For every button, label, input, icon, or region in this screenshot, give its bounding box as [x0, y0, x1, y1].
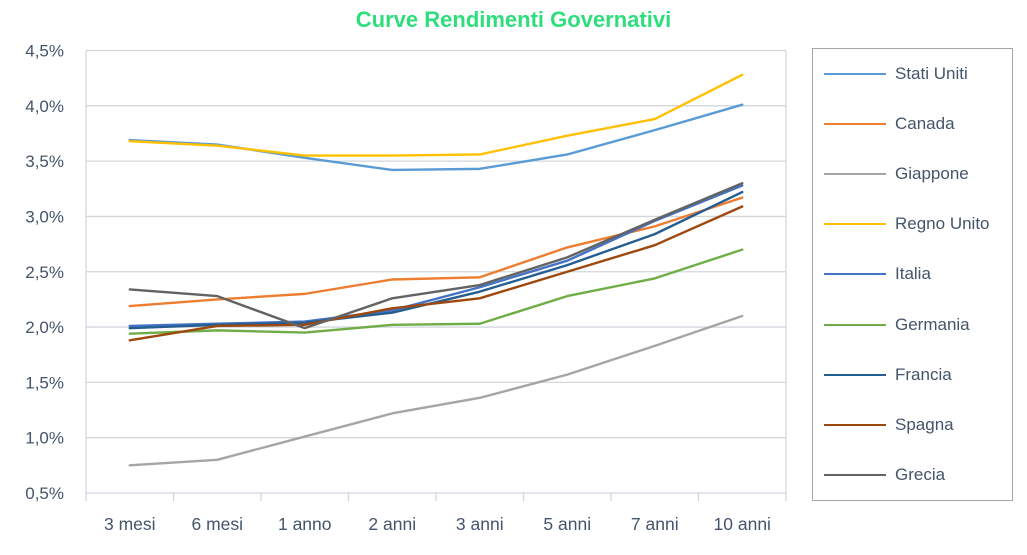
- legend-label: Germania: [895, 314, 970, 334]
- legend-item-francia: Francia: [824, 365, 1012, 385]
- y-axis-tick-label: 2,5%: [25, 263, 64, 282]
- legend-swatch-francia: [824, 373, 886, 376]
- legend-item-spagna: Spagna: [824, 415, 1012, 435]
- x-axis-tick-label: 5 anni: [543, 514, 591, 534]
- series-line-germania: [128, 248, 744, 335]
- legend-item-grecia: Grecia: [824, 465, 1012, 485]
- legend-label: Stati Uniti: [895, 64, 968, 84]
- y-axis-tick-label: 3,5%: [25, 152, 64, 171]
- x-axis-tick-label: 1 anno: [278, 514, 332, 534]
- legend-swatch-grecia: [824, 473, 886, 476]
- series-line-canada: [128, 196, 744, 308]
- x-axis-tick-label: 3 mesi: [104, 514, 156, 534]
- legend-label: Regno Unito: [895, 214, 990, 234]
- x-axis-tick-label: 10 anni: [714, 514, 771, 534]
- legend-swatch-italia: [824, 273, 886, 276]
- legend-item-regno-unito: Regno Unito: [824, 214, 1012, 234]
- legend-swatch-regno-unito: [824, 223, 886, 226]
- legend-label: Francia: [895, 364, 952, 384]
- series-line-spagna: [128, 205, 744, 342]
- legend-label: Grecia: [895, 464, 946, 484]
- y-axis-tick-label: 0,5%: [25, 484, 64, 503]
- legend-label: Giappone: [895, 164, 969, 184]
- legend-item-stati-uniti: Stati Uniti: [824, 64, 1012, 84]
- x-axis-tick-label: 2 anni: [368, 514, 416, 534]
- y-axis-tick-label: 2,0%: [25, 318, 64, 337]
- y-axis-tick-label: 3,0%: [25, 207, 64, 226]
- y-axis-tick-label: 1,0%: [25, 429, 64, 448]
- x-axis-tick-label: 6 mesi: [191, 514, 243, 534]
- series-line-giappone: [128, 314, 744, 467]
- legend-item-germania: Germania: [824, 315, 1012, 335]
- legend-label: Spagna: [895, 414, 954, 434]
- legend-item-giappone: Giappone: [824, 164, 1012, 184]
- legend-label: Italia: [895, 264, 931, 284]
- legend-swatch-spagna: [824, 423, 886, 426]
- legend-swatch-stati-uniti: [824, 73, 886, 76]
- series-line-grecia: [128, 182, 744, 330]
- x-axis-tick-label: 7 anni: [631, 514, 679, 534]
- series-line-italia: [128, 184, 744, 328]
- y-axis-tick-label: 1,5%: [25, 373, 64, 392]
- legend-swatch-germania: [824, 323, 886, 326]
- legend-swatch-giappone: [824, 173, 886, 176]
- legend-label: Canada: [895, 114, 955, 134]
- series-line-stati-uniti: [128, 103, 744, 172]
- legend-item-italia: Italia: [824, 264, 1012, 284]
- legend-swatch-canada: [824, 123, 886, 126]
- legend-item-canada: Canada: [824, 114, 1012, 134]
- series-line-francia: [128, 190, 744, 330]
- y-axis-tick-label: 4,5%: [25, 42, 64, 61]
- legend: Stati Uniti Canada Giappone Regno Unito Ital…: [812, 48, 1013, 501]
- y-axis-tick-label: 4,0%: [25, 97, 64, 116]
- series-line-regno-unito: [128, 73, 744, 157]
- x-axis-tick-label: 3 anni: [456, 514, 504, 534]
- chart-title: Curve Rendimenti Governativi: [355, 7, 672, 32]
